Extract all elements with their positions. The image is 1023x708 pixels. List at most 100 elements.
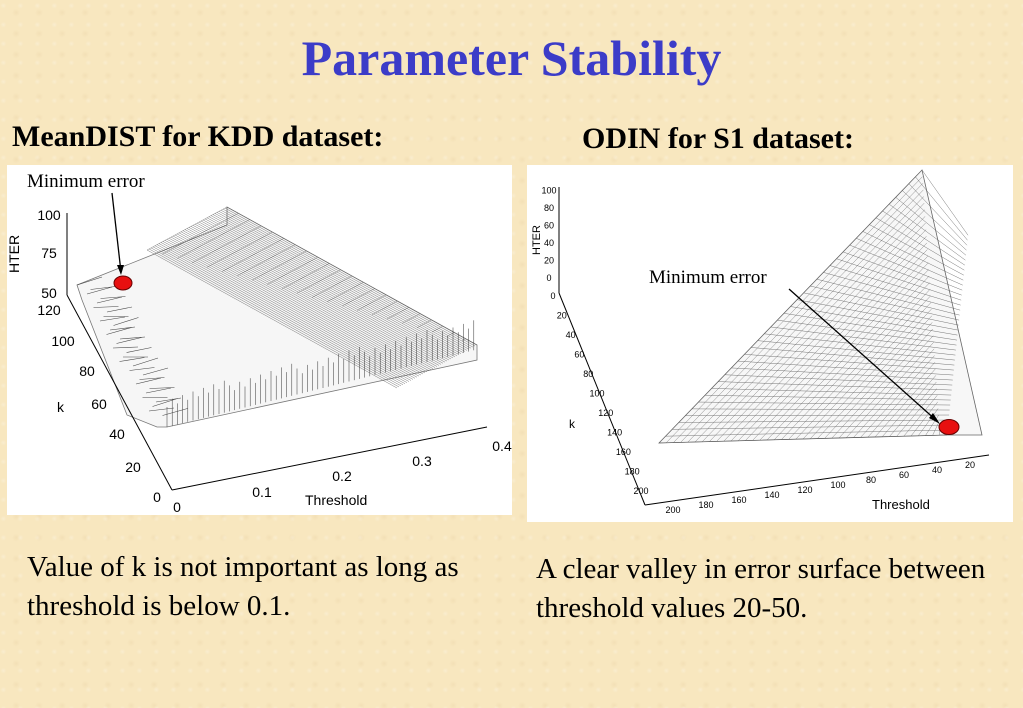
- meandist-mesh-line: [160, 242, 412, 381]
- meandist-mesh-line: [296, 269, 341, 294]
- meandist-y-axis-label: k: [57, 399, 65, 415]
- meandist-ridge: [142, 367, 169, 376]
- odin-mesh-line: [867, 361, 936, 438]
- odin-mesh-line: [698, 401, 951, 406]
- meandist-ridge: [113, 317, 139, 326]
- odin-x-tick: 120: [797, 485, 812, 495]
- odin-y-tick: 160: [616, 447, 631, 457]
- meandist-ridge: [152, 398, 178, 407]
- odin-mesh-line: [874, 368, 936, 438]
- odin-y-tick: 120: [598, 408, 613, 418]
- odin-mesh-line: [889, 203, 966, 261]
- odin-mesh-line: [781, 282, 930, 440]
- odin-x-tick: 160: [731, 495, 746, 505]
- odin-mesh-line: [764, 333, 956, 356]
- odin-mesh-line: [702, 209, 925, 442]
- meandist-x-tick: 0.3: [412, 453, 432, 469]
- odin-y-tick: 20: [557, 311, 567, 321]
- odin-x-tick: 180: [698, 500, 713, 510]
- meandist-z-tick: 75: [41, 245, 57, 261]
- odin-x-tick: 20: [965, 460, 975, 470]
- odin-mesh-line: [853, 348, 935, 438]
- odin-mesh-line: [817, 315, 933, 439]
- odin-k-axis: [558, 292, 646, 506]
- meandist-y-tick: 80: [79, 363, 95, 379]
- meandist-chart-panel: 50 75 100 0 20 40 60 80 100 120 0 0.1 0.2 0.3 0.4 HTER…: [7, 165, 512, 515]
- odin-mesh-line: [843, 251, 962, 296]
- odin-mesh-line: [691, 408, 950, 411]
- odin-mesh-line: [932, 421, 940, 436]
- odin-mesh-line: [687, 196, 924, 443]
- meandist-mesh-line: [311, 275, 353, 298]
- odin-mesh-line: [860, 355, 935, 438]
- meandist-mesh-line: [281, 263, 330, 290]
- meandist-mesh-line: [158, 243, 410, 382]
- odin-mesh-line: [790, 306, 958, 336]
- odin-y-tick: 0: [550, 291, 555, 301]
- meandist-mesh-line: [156, 244, 408, 383]
- meandist-mesh-line: [146, 206, 228, 251]
- odin-minimum-marker: [938, 419, 960, 435]
- right-caption: A clear valley in error surface between …: [536, 553, 986, 624]
- meandist-mesh-line: [416, 319, 432, 328]
- odin-x-tick: 140: [764, 490, 779, 500]
- meandist-mesh-line: [154, 245, 406, 384]
- odin-mesh-line: [774, 275, 930, 440]
- odin-mesh-line: [744, 354, 954, 371]
- meandist-mesh-line: [182, 230, 434, 369]
- odin-x-tick: 100: [830, 480, 845, 490]
- meandist-y-tick: 20: [125, 459, 141, 475]
- odin-mesh-line: [882, 210, 965, 266]
- odin-mesh-line: [666, 176, 923, 443]
- odin-mesh-line: [875, 217, 965, 271]
- meandist-ridge: [100, 296, 126, 299]
- odin-mesh-line: [678, 419, 949, 423]
- meandist-y-tick: 0: [153, 489, 161, 505]
- odin-mesh-line: [788, 289, 931, 440]
- meandist-mesh-line: [146, 249, 398, 389]
- odin-y-tick: 140: [607, 428, 622, 438]
- meandist-ridge: [162, 408, 188, 416]
- odin-mesh-line: [856, 238, 963, 286]
- meandist-mesh-line: [161, 213, 239, 255]
- odin-mesh-line: [751, 347, 955, 366]
- left-heading: MeanDIST for KDD dataset:: [12, 120, 384, 153]
- meandist-mesh-line: [341, 288, 375, 307]
- odin-y-tick: 80: [583, 369, 593, 379]
- odin-mesh-line: [803, 292, 959, 326]
- meandist-ridge: [112, 346, 139, 349]
- odin-mesh-line: [783, 313, 958, 341]
- odin-mesh-line: [737, 360, 954, 376]
- odin-mesh-line: [918, 408, 939, 436]
- page-title: Parameter Stability: [301, 30, 722, 86]
- meandist-x-tick: 0.4: [492, 438, 512, 454]
- meandist-mesh-line: [174, 234, 426, 374]
- left-caption: Value of k is not important as long as t…: [27, 551, 459, 622]
- meandist-ridge: [149, 387, 175, 389]
- odin-mesh-line: [802, 302, 932, 440]
- odin-mesh-line: [672, 424, 949, 430]
- odin-surface-chart: 0204060801000204060801001201401601802002…: [531, 169, 990, 515]
- odin-mesh-line: [731, 367, 953, 381]
- odin-mesh-line: [896, 388, 938, 437]
- meandist-mesh-line: [386, 307, 409, 320]
- meandist-plateau: [76, 206, 478, 428]
- meandist-k-axis: [66, 294, 173, 491]
- meandist-x-tick: 0: [173, 499, 181, 515]
- meandist-ridge: [99, 316, 126, 322]
- odin-mesh-line: [711, 388, 952, 396]
- odin-mesh-line: [738, 242, 928, 441]
- odin-mesh-line: [724, 374, 953, 386]
- meandist-z-tick: 50: [41, 285, 57, 301]
- meandist-minimum-annotation: Minimum error: [27, 171, 145, 192]
- odin-mesh-line: [680, 189, 924, 443]
- meandist-annotation-arrow: [111, 192, 122, 273]
- meandist-mesh-line: [266, 257, 319, 285]
- odin-mesh-line: [795, 295, 931, 440]
- odin-axes: [558, 187, 990, 506]
- meandist-z-tick: 100: [37, 207, 61, 223]
- meandist-mesh-line: [178, 232, 430, 371]
- odin-mesh-line: [752, 255, 928, 441]
